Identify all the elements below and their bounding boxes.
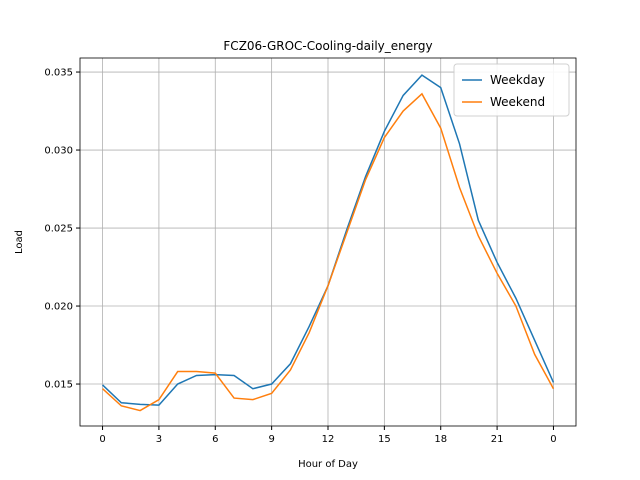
line — [102, 92, 555, 412]
x-tick-label: 21 — [491, 434, 504, 445]
chart-title: FCZ06-GROC-Cooling-daily_energy — [223, 39, 432, 53]
y-tick-label: 0.025 — [44, 224, 73, 235]
legend-label: Weekday — [490, 73, 545, 87]
x-tick-label: 0 — [550, 434, 556, 445]
y-tick-label: 0.020 — [44, 302, 73, 313]
plot-frame — [79, 57, 577, 427]
x-tick-label: 12 — [322, 434, 335, 445]
y-tick-label: 0.015 — [44, 380, 73, 391]
legend-box — [453, 63, 570, 117]
y-tick-label: 0.035 — [44, 68, 73, 79]
x-tick-label: 3 — [156, 434, 162, 445]
y-axis-label: Load — [14, 230, 25, 254]
x-tick-label: 18 — [434, 434, 447, 445]
x-axis-label: Hour of Day — [298, 459, 358, 470]
x-tick-label: 0 — [99, 434, 105, 445]
x-tick-label: 15 — [378, 434, 391, 445]
y-tick-label: 0.030 — [44, 146, 73, 157]
x-tick-label: 6 — [212, 434, 218, 445]
legend-label: Weekend — [490, 95, 545, 109]
x-tick-label: 9 — [268, 434, 274, 445]
